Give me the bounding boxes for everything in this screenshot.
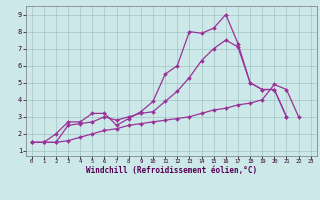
X-axis label: Windchill (Refroidissement éolien,°C): Windchill (Refroidissement éolien,°C)	[86, 166, 257, 175]
